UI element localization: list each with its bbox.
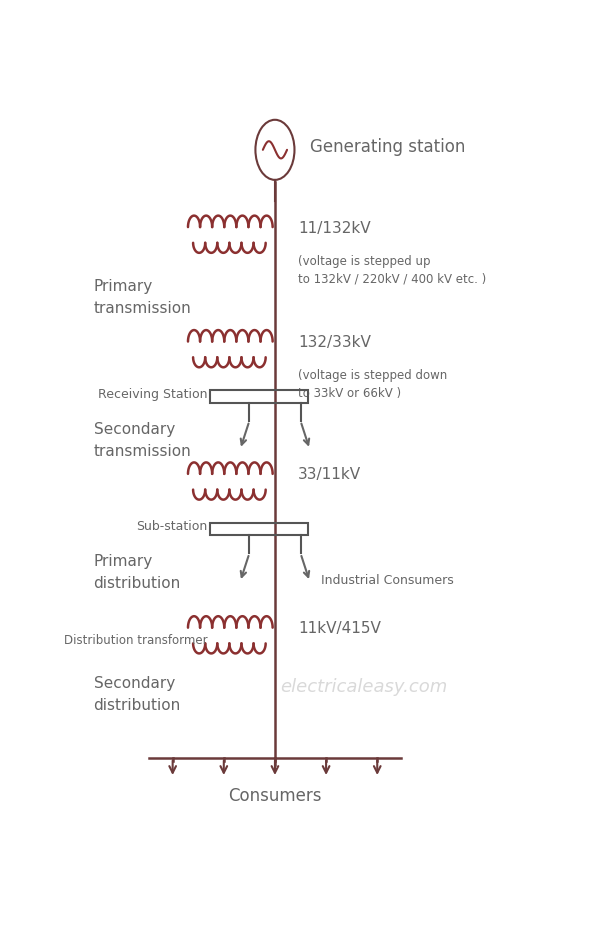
Text: Generating station: Generating station xyxy=(310,138,465,156)
Text: Sub-station: Sub-station xyxy=(136,520,208,533)
Text: Primary
distribution: Primary distribution xyxy=(94,554,181,591)
Text: Receiving Station: Receiving Station xyxy=(98,387,208,400)
Text: Secondary
transmission: Secondary transmission xyxy=(94,421,191,458)
Text: 11kV/415V: 11kV/415V xyxy=(298,621,381,636)
Text: Industrial Consumers: Industrial Consumers xyxy=(322,573,454,586)
Text: Primary
transmission: Primary transmission xyxy=(94,278,191,316)
Text: 33/11kV: 33/11kV xyxy=(298,467,361,482)
Text: Secondary
distribution: Secondary distribution xyxy=(94,676,181,713)
Text: (voltage is stepped up
to 132kV / 220kV / 400 kV etc. ): (voltage is stepped up to 132kV / 220kV … xyxy=(298,254,487,285)
Text: (voltage is stepped down
to 33kV or 66kV ): (voltage is stepped down to 33kV or 66kV… xyxy=(298,368,448,400)
Text: electricaleasy.com: electricaleasy.com xyxy=(280,677,447,696)
Text: Consumers: Consumers xyxy=(228,787,322,805)
Text: 11/132kV: 11/132kV xyxy=(298,220,371,236)
Text: 132/33kV: 132/33kV xyxy=(298,335,371,350)
Text: Distribution transformer: Distribution transformer xyxy=(64,634,208,647)
